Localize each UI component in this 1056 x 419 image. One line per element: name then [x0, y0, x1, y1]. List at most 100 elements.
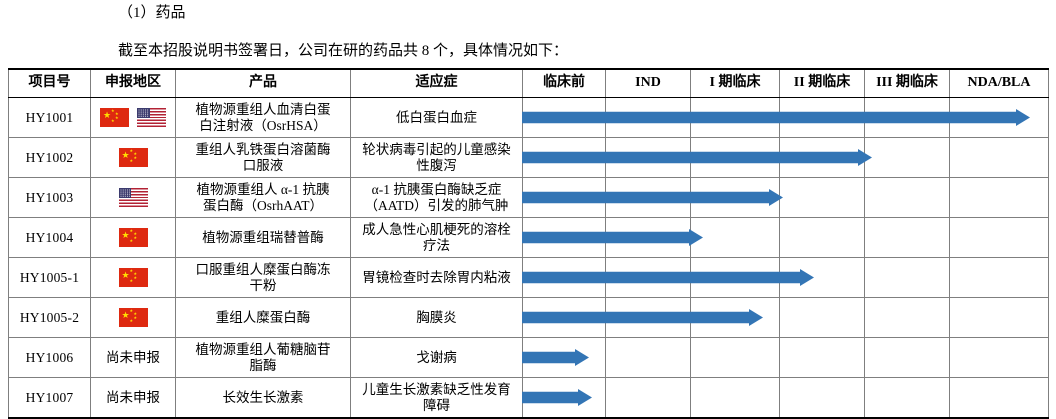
cell-product-line: 重组人乳铁蛋白溶菌酶 — [195, 141, 331, 157]
region-label: 尚未申报 — [106, 349, 160, 365]
cell-project-code: HY1003 — [8, 177, 91, 218]
cell-stage-1 — [522, 257, 606, 298]
cell-stage-4 — [779, 297, 865, 338]
col-header-indication: 适应症 — [350, 69, 523, 98]
cell-product-line: 植物源重组人葡糖脑苷 — [195, 341, 331, 357]
col-header-product: 产品 — [175, 69, 351, 98]
table-row: HY1006 尚未申报 植物源重组人葡糖脑苷 脂酶 戈谢病 — [8, 337, 1049, 378]
cell-indication-line: （AATD）引发的肺气肿 — [364, 197, 509, 213]
cell-indication: 轮状病毒引起的儿童感染 性腹泻 — [350, 137, 523, 178]
cell-stage-6 — [949, 297, 1049, 338]
cell-product-line: 长效生长激素 — [222, 389, 304, 405]
cell-stage-3 — [690, 257, 780, 298]
cell-stage-1 — [522, 137, 606, 178]
cell-product-line: 植物源重组人 α-1 抗胰 — [196, 181, 330, 197]
cell-stage-2 — [605, 97, 691, 138]
table-header-row: 项目号 申报地区 产品 适应症 临床前 IND I 期临床 II 期临床 III… — [8, 69, 1049, 98]
cell-indication-line: 疗法 — [423, 237, 450, 253]
cell-product-line: 口服重组人糜蛋白酶冻 — [195, 261, 331, 277]
cell-stage-3 — [690, 337, 780, 378]
cell-stage-2 — [605, 217, 691, 258]
cell-stage-4 — [779, 217, 865, 258]
cell-indication-line: 障碍 — [423, 397, 450, 413]
cell-stage-3 — [690, 297, 780, 338]
cell-stage-4 — [779, 137, 865, 178]
cell-stage-2 — [605, 137, 691, 178]
cell-product-line: 重组人糜蛋白酶 — [215, 309, 311, 325]
china-flag-icon — [100, 108, 129, 127]
cell-filing-region — [90, 177, 176, 218]
cell-stage-3 — [690, 97, 780, 138]
cell-filing-region — [90, 217, 176, 258]
cell-project-code: HY1002 — [8, 137, 91, 178]
cell-stage-6 — [949, 217, 1049, 258]
cell-stage-5 — [864, 217, 950, 258]
cell-product-line: 植物源重组瑞替普酶 — [202, 229, 324, 245]
cell-project-code: HY1005-1 — [8, 257, 91, 298]
pipeline-table-wrap: 项目号 申报地区 产品 适应症 临床前 IND I 期临床 II 期临床 III… — [8, 68, 1049, 419]
cell-indication-line: 胸膜炎 — [416, 309, 457, 325]
cell-filing-region: 尚未申报 — [90, 377, 176, 419]
cell-stage-3 — [690, 377, 780, 419]
col-header-preclinical: 临床前 — [522, 69, 606, 98]
cell-stage-4 — [779, 97, 865, 138]
cell-stage-2 — [605, 297, 691, 338]
cell-stage-1 — [522, 217, 606, 258]
cell-stage-2 — [605, 257, 691, 298]
cell-product-line: 脂酶 — [249, 357, 277, 373]
cell-product: 重组人乳铁蛋白溶菌酶 口服液 — [175, 137, 351, 178]
document-page: （1）药品 截至本招股说明书签署日，公司在研的药品共 8 个，具体情况如下： 项… — [0, 0, 1056, 408]
usa-flag-icon — [118, 188, 148, 207]
cell-stage-4 — [779, 377, 865, 419]
cell-indication-line: 胃镜检查时去除胃内粘液 — [362, 269, 511, 285]
cell-stage-5 — [864, 97, 950, 138]
cell-indication-line: 成人急性心肌梗死的溶栓 — [362, 221, 511, 237]
cell-filing-region — [90, 137, 176, 178]
cell-product-line: 植物源重组人血清白蛋 — [195, 101, 331, 117]
cell-stage-6 — [949, 257, 1049, 298]
cell-stage-5 — [864, 337, 950, 378]
cell-indication-line: 戈谢病 — [416, 349, 457, 365]
table-row: HY1007 尚未申报 长效生长激素 儿童生长激素缺乏性发育 障碍 — [8, 377, 1049, 419]
cell-indication-line: 低白蛋白血症 — [396, 109, 477, 125]
cell-indication: 成人急性心肌梗死的溶栓 疗法 — [350, 217, 523, 258]
cell-indication-line: 性腹泻 — [416, 157, 457, 173]
cell-product: 植物源重组人血清白蛋 白注射液（OsrHSA） — [175, 97, 351, 138]
cell-indication: α-1 抗胰蛋白酶缺乏症 （AATD）引发的肺气肿 — [350, 177, 523, 218]
cell-product: 重组人糜蛋白酶 — [175, 297, 351, 338]
cell-stage-6 — [949, 337, 1049, 378]
cell-stage-1 — [522, 377, 606, 419]
cell-project-code: HY1005-2 — [8, 297, 91, 338]
cell-stage-5 — [864, 377, 950, 419]
table-row: HY1003 植物源重组人 α-1 抗胰 蛋白酶（OsrhAAT） α-1 抗胰蛋白酶… — [8, 177, 1049, 218]
cell-project-code: HY1007 — [8, 377, 91, 419]
region-flag-group — [91, 228, 175, 247]
china-flag-icon — [118, 228, 148, 247]
section-heading: （1）药品 — [118, 5, 186, 21]
cell-stage-3 — [690, 137, 780, 178]
pipeline-table: 项目号 申报地区 产品 适应症 临床前 IND I 期临床 II 期临床 III… — [8, 68, 1049, 419]
cell-indication-line: 轮状病毒引起的儿童感染 — [362, 141, 511, 157]
cell-indication: 儿童生长激素缺乏性发育 障碍 — [350, 377, 523, 419]
cell-project-code: HY1001 — [8, 97, 91, 138]
col-header-region: 申报地区 — [90, 69, 176, 98]
cell-stage-3 — [690, 217, 780, 258]
cell-stage-2 — [605, 337, 691, 378]
region-flag-group — [91, 188, 175, 207]
region-flag-group — [91, 148, 175, 167]
cell-stage-1 — [522, 337, 606, 378]
col-header-phase3: III 期临床 — [864, 69, 950, 98]
cell-product: 口服重组人糜蛋白酶冻 干粉 — [175, 257, 351, 298]
usa-flag-icon — [137, 108, 166, 127]
region-label: 尚未申报 — [106, 389, 160, 405]
cell-product-line: 白注射液（OsrHSA） — [199, 117, 327, 133]
region-flag-group — [91, 108, 175, 127]
col-header-nda: NDA/BLA — [949, 69, 1049, 98]
cell-stage-6 — [949, 137, 1049, 178]
cell-stage-4 — [779, 257, 865, 298]
cell-indication: 胸膜炎 — [350, 297, 523, 338]
